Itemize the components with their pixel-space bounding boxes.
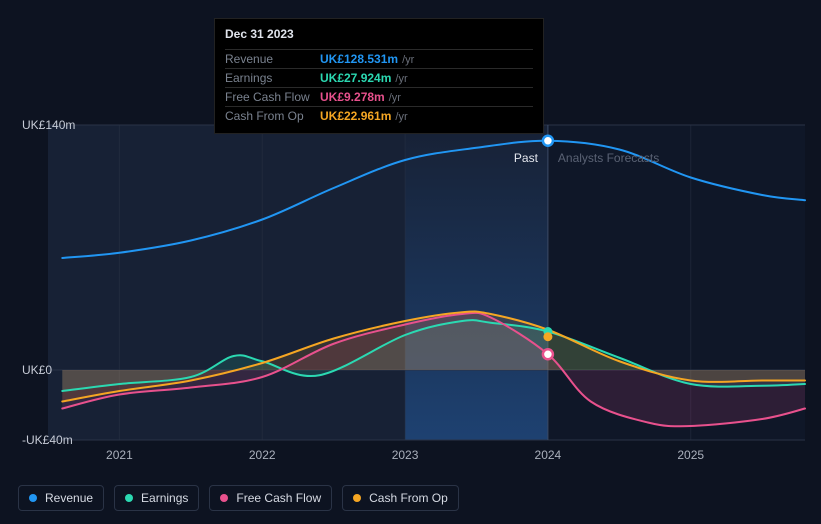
legend-label: Free Cash Flow xyxy=(236,491,321,505)
tooltip-row: EarningsUK£27.924m/yr xyxy=(225,68,533,87)
x-axis-tick: 2023 xyxy=(392,448,419,462)
tooltip-row-value: UK£128.531m xyxy=(320,52,398,66)
tooltip-row-unit: /yr xyxy=(395,73,407,85)
legend-item[interactable]: Revenue xyxy=(18,485,104,511)
legend-dot-icon xyxy=(353,494,361,502)
tooltip-date: Dec 31 2023 xyxy=(225,27,533,45)
legend-label: Cash From Op xyxy=(369,491,448,505)
legend-label: Revenue xyxy=(45,491,93,505)
forecast-label: Analysts Forecasts xyxy=(558,151,659,165)
legend-label: Earnings xyxy=(141,491,188,505)
y-axis-label: -UK£40m xyxy=(22,433,73,447)
hover-tooltip: Dec 31 2023 RevenueUK£128.531m/yrEarning… xyxy=(214,18,544,134)
legend-dot-icon xyxy=(220,494,228,502)
y-axis-label: UK£0 xyxy=(22,363,52,377)
tooltip-row-label: Cash From Op xyxy=(225,109,320,123)
tooltip-row: Cash From OpUK£22.961m/yr xyxy=(225,106,533,125)
past-label: Past xyxy=(514,151,538,165)
legend-dot-icon xyxy=(29,494,37,502)
legend-dot-icon xyxy=(125,494,133,502)
x-axis-tick: 2024 xyxy=(535,448,562,462)
tooltip-row-unit: /yr xyxy=(395,111,407,123)
tooltip-row-unit: /yr xyxy=(389,92,401,104)
legend-item[interactable]: Earnings xyxy=(114,485,199,511)
x-axis-tick: 2025 xyxy=(677,448,704,462)
x-axis-tick: 2022 xyxy=(249,448,276,462)
tooltip-row-label: Revenue xyxy=(225,52,320,66)
legend-item[interactable]: Free Cash Flow xyxy=(209,485,332,511)
tooltip-row-value: UK£27.924m xyxy=(320,71,391,85)
tooltip-row-value: UK£22.961m xyxy=(320,109,391,123)
legend-item[interactable]: Cash From Op xyxy=(342,485,459,511)
tooltip-row-unit: /yr xyxy=(402,54,414,66)
legend: Revenue Earnings Free Cash Flow Cash From O… xyxy=(18,485,459,511)
tooltip-row-label: Free Cash Flow xyxy=(225,90,320,104)
tooltip-row: RevenueUK£128.531m/yr xyxy=(225,49,533,68)
tooltip-row: Free Cash FlowUK£9.278m/yr xyxy=(225,87,533,106)
tooltip-row-value: UK£9.278m xyxy=(320,90,385,104)
tooltip-row-label: Earnings xyxy=(225,71,320,85)
y-axis-label: UK£140m xyxy=(22,118,75,132)
x-axis-tick: 2021 xyxy=(106,448,133,462)
